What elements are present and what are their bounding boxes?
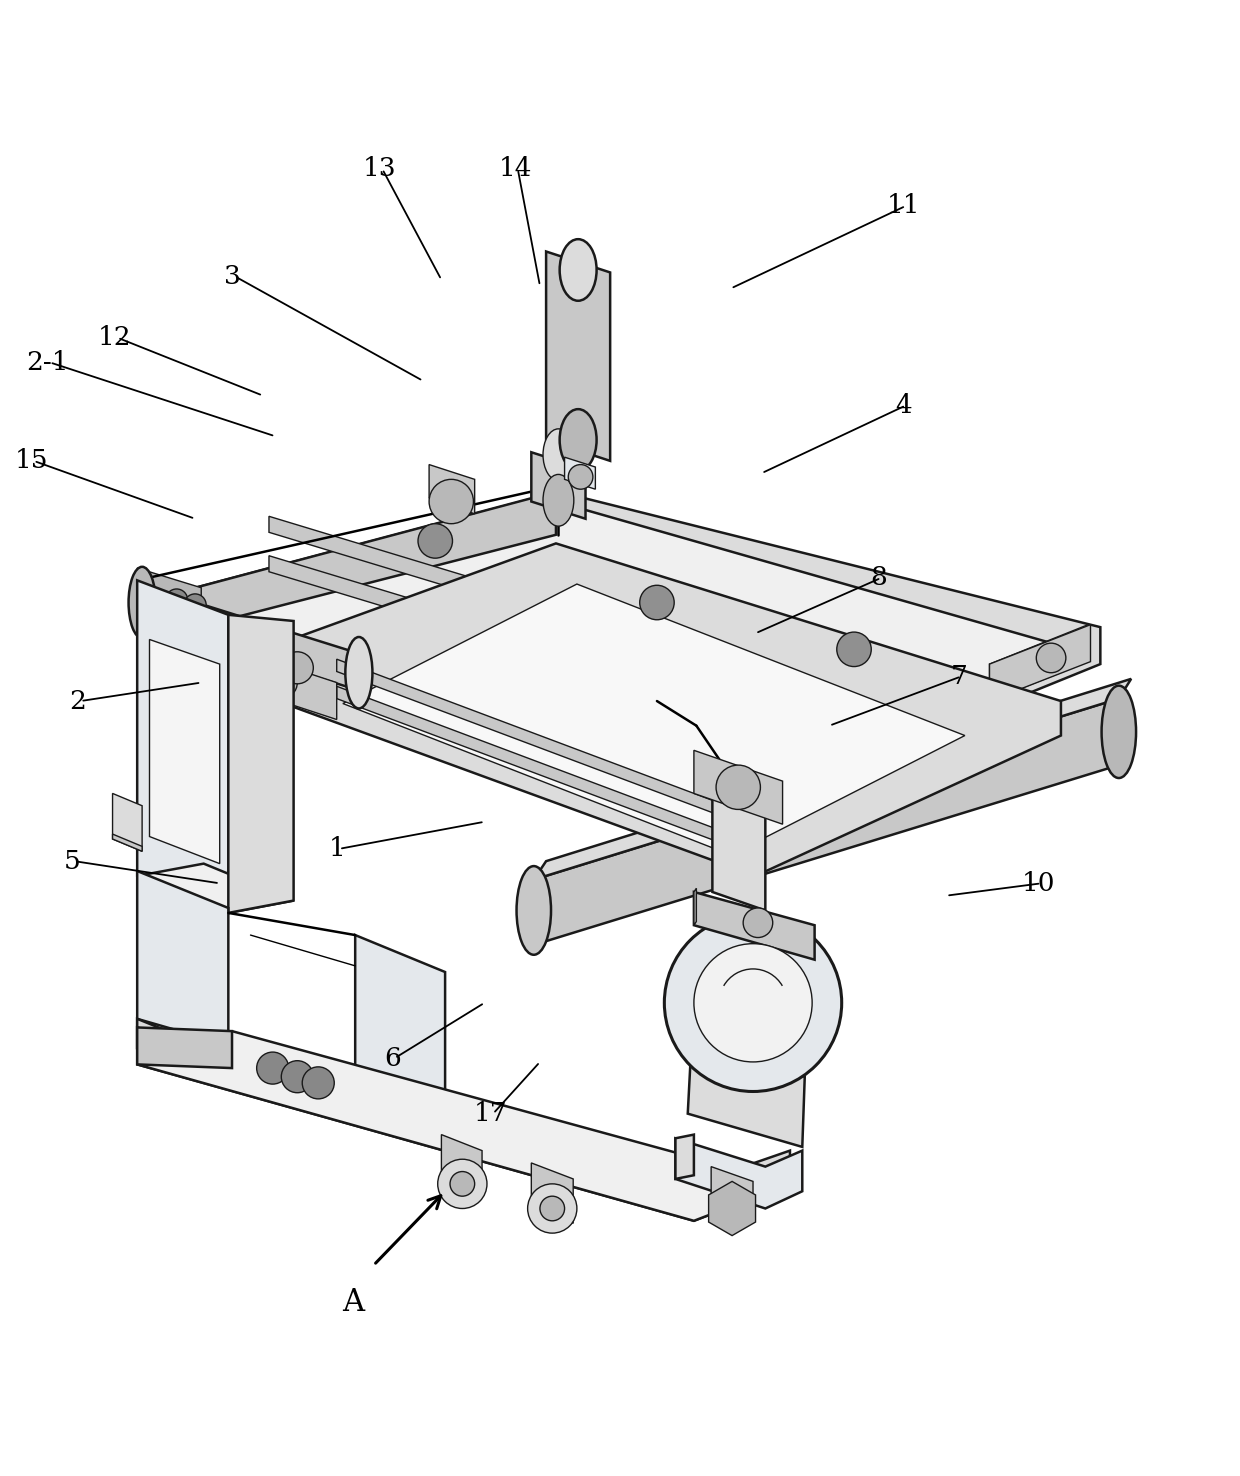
Text: 17: 17: [474, 1101, 507, 1126]
Polygon shape: [355, 936, 445, 1138]
Polygon shape: [250, 654, 337, 719]
Polygon shape: [712, 1166, 753, 1221]
Text: 4: 4: [895, 393, 911, 418]
Polygon shape: [429, 465, 475, 514]
Ellipse shape: [559, 409, 596, 471]
Polygon shape: [140, 492, 1100, 837]
Polygon shape: [153, 502, 1090, 822]
Circle shape: [418, 524, 453, 558]
Circle shape: [281, 652, 314, 683]
Circle shape: [1037, 644, 1066, 673]
Circle shape: [165, 589, 187, 611]
Text: 2-1: 2-1: [26, 350, 68, 375]
Circle shape: [257, 1052, 289, 1083]
Circle shape: [640, 586, 675, 620]
Ellipse shape: [543, 430, 574, 481]
Polygon shape: [533, 679, 1131, 880]
Text: 13: 13: [363, 156, 397, 182]
Ellipse shape: [129, 567, 156, 638]
Circle shape: [450, 1172, 475, 1196]
Polygon shape: [138, 1018, 228, 1085]
Text: 10: 10: [1022, 871, 1055, 896]
Ellipse shape: [345, 638, 372, 708]
Polygon shape: [990, 624, 1087, 701]
Circle shape: [665, 914, 842, 1091]
Polygon shape: [676, 1135, 694, 1179]
Circle shape: [303, 1067, 335, 1098]
Polygon shape: [531, 1163, 573, 1224]
Text: 12: 12: [98, 325, 131, 350]
Circle shape: [528, 1184, 577, 1232]
Polygon shape: [138, 1018, 445, 1138]
Ellipse shape: [559, 239, 596, 301]
Polygon shape: [337, 686, 743, 852]
Circle shape: [438, 1159, 487, 1209]
Ellipse shape: [1101, 686, 1136, 778]
Polygon shape: [138, 1027, 790, 1221]
Polygon shape: [150, 639, 219, 863]
Polygon shape: [138, 584, 361, 691]
Polygon shape: [138, 1032, 790, 1221]
Polygon shape: [250, 543, 1061, 875]
Polygon shape: [694, 889, 697, 925]
Polygon shape: [140, 492, 556, 642]
Text: 2: 2: [69, 688, 87, 713]
Text: 14: 14: [498, 156, 532, 182]
Polygon shape: [138, 580, 228, 912]
Ellipse shape: [543, 474, 574, 525]
Polygon shape: [694, 750, 782, 824]
Polygon shape: [201, 1041, 417, 1122]
Polygon shape: [113, 794, 143, 852]
Polygon shape: [546, 251, 610, 461]
Polygon shape: [564, 458, 595, 489]
Polygon shape: [113, 834, 143, 852]
Polygon shape: [343, 584, 965, 855]
Text: 6: 6: [383, 1045, 401, 1070]
Polygon shape: [269, 517, 892, 720]
Polygon shape: [195, 1054, 410, 1135]
Polygon shape: [712, 772, 765, 911]
Polygon shape: [676, 1138, 802, 1209]
Text: 5: 5: [63, 849, 81, 874]
Polygon shape: [694, 892, 815, 959]
Polygon shape: [138, 568, 201, 627]
Circle shape: [265, 667, 298, 698]
Text: 8: 8: [870, 565, 887, 590]
Ellipse shape: [517, 866, 551, 955]
Polygon shape: [531, 452, 585, 518]
Text: 7: 7: [950, 664, 967, 689]
Circle shape: [429, 480, 474, 524]
Polygon shape: [138, 1027, 232, 1069]
Polygon shape: [228, 615, 294, 912]
Text: 1: 1: [329, 837, 345, 862]
Circle shape: [743, 908, 773, 937]
Polygon shape: [441, 1135, 482, 1196]
Polygon shape: [269, 555, 892, 760]
Text: A: A: [342, 1287, 363, 1318]
Circle shape: [694, 943, 812, 1061]
Text: 3: 3: [223, 264, 241, 289]
Text: 15: 15: [15, 449, 48, 474]
Circle shape: [539, 1196, 564, 1221]
Polygon shape: [138, 871, 228, 1085]
Circle shape: [184, 593, 206, 615]
Circle shape: [281, 1061, 314, 1092]
Polygon shape: [138, 863, 294, 912]
Text: 11: 11: [887, 193, 920, 218]
Polygon shape: [337, 660, 743, 824]
Polygon shape: [688, 1044, 805, 1147]
Polygon shape: [533, 698, 1118, 945]
Polygon shape: [990, 624, 1090, 701]
Circle shape: [837, 632, 872, 667]
Circle shape: [568, 465, 593, 489]
Circle shape: [715, 765, 760, 809]
